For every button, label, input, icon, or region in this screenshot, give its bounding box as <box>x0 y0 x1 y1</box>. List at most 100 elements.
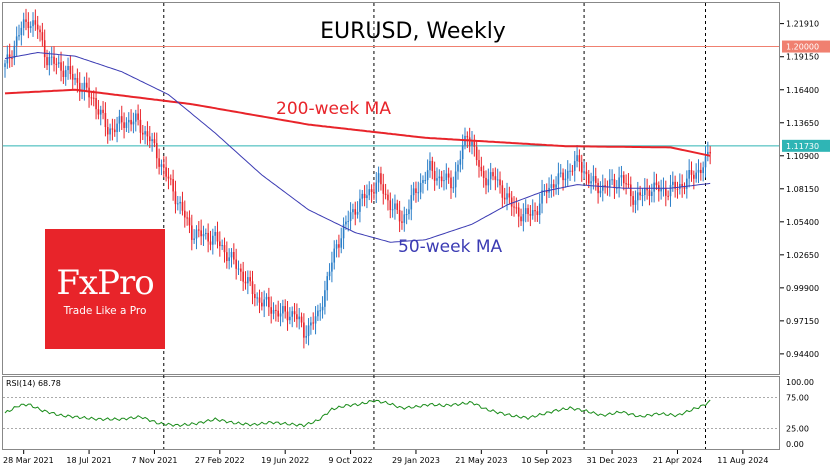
candle-body <box>473 141 476 147</box>
candle-body <box>417 192 420 194</box>
rsi-levels <box>3 397 779 429</box>
candle-body <box>137 113 139 120</box>
candle-body <box>127 119 130 123</box>
candle-body <box>319 310 322 312</box>
candle-body <box>387 194 389 201</box>
candle-body <box>625 183 627 185</box>
candle-body <box>695 172 697 179</box>
candle-body <box>380 173 382 185</box>
candle-body <box>151 139 153 142</box>
candle-body <box>338 244 340 248</box>
candle-body <box>200 230 202 237</box>
candle-body <box>228 257 230 262</box>
candle-body <box>693 174 695 179</box>
candle-body <box>613 179 616 189</box>
candle-body <box>660 188 662 192</box>
candle-body <box>153 139 156 144</box>
candle-body <box>391 209 394 211</box>
level-tags: 1.20000 1.11730 <box>782 40 830 152</box>
candle-body <box>639 192 641 196</box>
candle-body <box>57 62 60 64</box>
candle-body <box>226 252 228 262</box>
candle-body <box>247 277 249 284</box>
candle-body <box>410 195 413 210</box>
candle-body <box>312 322 315 324</box>
candle-body <box>431 160 434 171</box>
candle-body <box>293 311 296 315</box>
candle-body <box>36 24 39 30</box>
candle-body <box>216 231 219 242</box>
candle-body <box>433 170 436 181</box>
candle-body <box>76 77 79 83</box>
candle-body <box>653 182 655 192</box>
candle-body <box>412 188 415 196</box>
candle-body <box>429 160 431 171</box>
candle-body <box>454 171 457 188</box>
candle-body <box>461 145 464 160</box>
candle-body <box>401 221 403 223</box>
candle-body <box>345 221 347 225</box>
candle-body <box>296 314 298 320</box>
candle-body <box>555 184 557 188</box>
candle-body <box>162 164 165 168</box>
candle-body <box>48 56 51 66</box>
candle-body <box>377 173 380 183</box>
candle-body <box>562 172 564 181</box>
candle-body <box>349 212 352 221</box>
candle-body <box>571 170 574 172</box>
candle-body <box>263 299 265 307</box>
candle-body <box>165 167 167 177</box>
candle-body <box>686 178 688 189</box>
candle-body <box>15 36 18 46</box>
candle-body <box>134 113 137 122</box>
candle-body <box>485 177 487 186</box>
candle-body <box>22 19 25 28</box>
candle-body <box>32 20 34 27</box>
candle-body <box>503 197 506 200</box>
candle-body <box>403 214 406 223</box>
candle-body <box>275 309 277 311</box>
candle-body <box>78 82 81 93</box>
ma-50-line <box>4 51 711 243</box>
time-axis: 28 Mar 2021 18 Jul 2021 7 Nov 2021 27 Feb 2… <box>3 450 768 465</box>
candle-body <box>492 172 494 177</box>
candle-body <box>328 271 331 277</box>
rsi-tick-label: 100.00 <box>786 378 814 387</box>
candle-body <box>4 63 6 67</box>
candle-body <box>627 183 630 185</box>
time-tick-label: 7 Nov 2021 <box>131 456 177 465</box>
candle-body <box>111 128 114 130</box>
candle-body <box>415 188 417 193</box>
candle-body <box>648 190 651 197</box>
candle-body <box>317 310 319 317</box>
candle-body <box>482 171 485 178</box>
candle-body <box>132 121 135 125</box>
candle-body <box>520 216 522 222</box>
candle-body <box>592 176 595 182</box>
candle-body <box>25 19 27 22</box>
candle-body <box>286 311 289 321</box>
time-tick-label: 31 Dec 2023 <box>587 456 638 465</box>
time-tick-label: 10 Sep 2023 <box>521 456 572 465</box>
candle-body <box>618 177 620 188</box>
candle-body <box>361 193 364 199</box>
price-tick-label: 1.08150 <box>786 185 819 194</box>
candle-body <box>508 193 511 198</box>
candle-body <box>629 184 632 197</box>
candle-body <box>559 172 562 174</box>
candle-body <box>480 166 483 172</box>
rsi-label: RSI(14) 68.78 <box>6 379 61 388</box>
candle-body <box>193 238 195 240</box>
price-tick-label: 1.13650 <box>786 119 819 128</box>
time-tick-label: 27 Feb 2022 <box>195 456 245 465</box>
candle-body <box>550 184 553 188</box>
candle-body <box>46 57 48 66</box>
candle-body <box>303 322 305 338</box>
candle-body <box>233 251 235 260</box>
candle-body <box>676 188 679 190</box>
candle-body <box>69 66 72 74</box>
candle-body <box>396 203 399 210</box>
candle-body <box>690 170 693 175</box>
candle-body <box>665 188 667 196</box>
candle-body <box>83 82 86 90</box>
